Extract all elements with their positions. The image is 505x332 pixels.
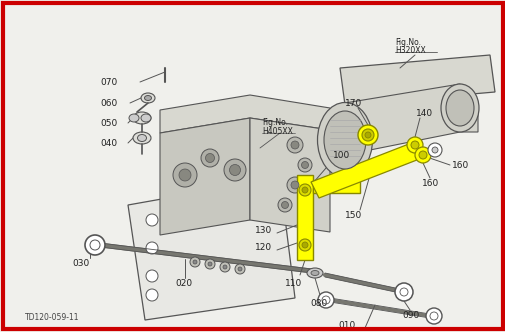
Circle shape xyxy=(146,242,158,254)
Circle shape xyxy=(406,137,422,153)
Text: 120: 120 xyxy=(255,242,272,252)
Circle shape xyxy=(317,292,333,308)
Circle shape xyxy=(173,163,196,187)
Circle shape xyxy=(414,147,430,163)
Circle shape xyxy=(399,288,407,296)
Text: 070: 070 xyxy=(100,77,117,87)
Text: 170: 170 xyxy=(344,99,362,108)
Polygon shape xyxy=(249,118,329,232)
Ellipse shape xyxy=(141,114,150,122)
Ellipse shape xyxy=(141,93,155,103)
Text: Fig.No.: Fig.No. xyxy=(394,38,420,46)
Ellipse shape xyxy=(317,103,372,178)
Text: TD120-059-11: TD120-059-11 xyxy=(25,313,79,322)
Polygon shape xyxy=(160,118,249,235)
Text: 020: 020 xyxy=(175,280,192,289)
Text: 030: 030 xyxy=(72,259,89,268)
Text: 110: 110 xyxy=(284,279,301,288)
Text: 140: 140 xyxy=(415,109,432,118)
Polygon shape xyxy=(128,178,294,320)
Circle shape xyxy=(301,161,308,169)
Circle shape xyxy=(205,153,214,162)
Circle shape xyxy=(358,125,377,145)
Ellipse shape xyxy=(440,84,478,132)
Ellipse shape xyxy=(307,268,322,278)
Circle shape xyxy=(429,312,437,320)
Circle shape xyxy=(224,159,245,181)
Circle shape xyxy=(189,257,199,267)
Circle shape xyxy=(301,242,308,248)
Circle shape xyxy=(277,198,291,212)
Polygon shape xyxy=(339,55,494,105)
Ellipse shape xyxy=(445,90,473,126)
Circle shape xyxy=(179,169,190,181)
Text: 130: 130 xyxy=(255,225,272,234)
Text: 060: 060 xyxy=(100,99,117,108)
Text: 150: 150 xyxy=(344,210,362,219)
Circle shape xyxy=(394,283,412,301)
Polygon shape xyxy=(344,84,477,155)
Circle shape xyxy=(297,158,312,172)
Circle shape xyxy=(301,187,308,193)
Circle shape xyxy=(427,143,441,157)
Text: H320XX: H320XX xyxy=(394,45,425,54)
Text: 040: 040 xyxy=(100,138,117,147)
Circle shape xyxy=(208,262,212,266)
Text: 160: 160 xyxy=(421,179,438,188)
Polygon shape xyxy=(160,95,329,133)
Circle shape xyxy=(286,177,302,193)
Circle shape xyxy=(90,240,100,250)
Circle shape xyxy=(298,239,311,251)
Circle shape xyxy=(410,141,418,149)
Text: 100: 100 xyxy=(332,150,349,159)
Text: 090: 090 xyxy=(401,311,419,320)
Circle shape xyxy=(418,151,426,159)
Ellipse shape xyxy=(129,114,139,122)
Circle shape xyxy=(200,149,219,167)
Circle shape xyxy=(281,202,288,208)
Circle shape xyxy=(286,137,302,153)
Circle shape xyxy=(205,259,215,269)
Circle shape xyxy=(85,235,105,255)
Polygon shape xyxy=(313,180,359,193)
Polygon shape xyxy=(296,175,313,260)
Circle shape xyxy=(290,181,298,189)
Circle shape xyxy=(237,267,241,271)
Circle shape xyxy=(146,214,158,226)
Circle shape xyxy=(321,296,329,304)
Ellipse shape xyxy=(133,132,150,144)
Circle shape xyxy=(223,265,227,269)
Circle shape xyxy=(431,147,437,153)
Ellipse shape xyxy=(144,96,151,101)
Text: Fig.No.: Fig.No. xyxy=(262,118,287,126)
Circle shape xyxy=(146,289,158,301)
Ellipse shape xyxy=(133,112,150,124)
Circle shape xyxy=(229,164,240,176)
Circle shape xyxy=(234,264,244,274)
Circle shape xyxy=(298,184,311,196)
Circle shape xyxy=(220,262,230,272)
Circle shape xyxy=(192,260,196,264)
Text: 050: 050 xyxy=(100,119,117,127)
Circle shape xyxy=(361,129,373,141)
Text: 160: 160 xyxy=(451,160,468,170)
Circle shape xyxy=(425,308,441,324)
Ellipse shape xyxy=(323,111,365,169)
Text: 080: 080 xyxy=(310,298,327,307)
Ellipse shape xyxy=(137,134,146,141)
Text: 010: 010 xyxy=(337,321,355,330)
Polygon shape xyxy=(311,142,421,198)
Text: H405XX: H405XX xyxy=(262,126,292,135)
Circle shape xyxy=(146,270,158,282)
Circle shape xyxy=(364,132,370,138)
Ellipse shape xyxy=(311,271,318,276)
Circle shape xyxy=(290,141,298,149)
